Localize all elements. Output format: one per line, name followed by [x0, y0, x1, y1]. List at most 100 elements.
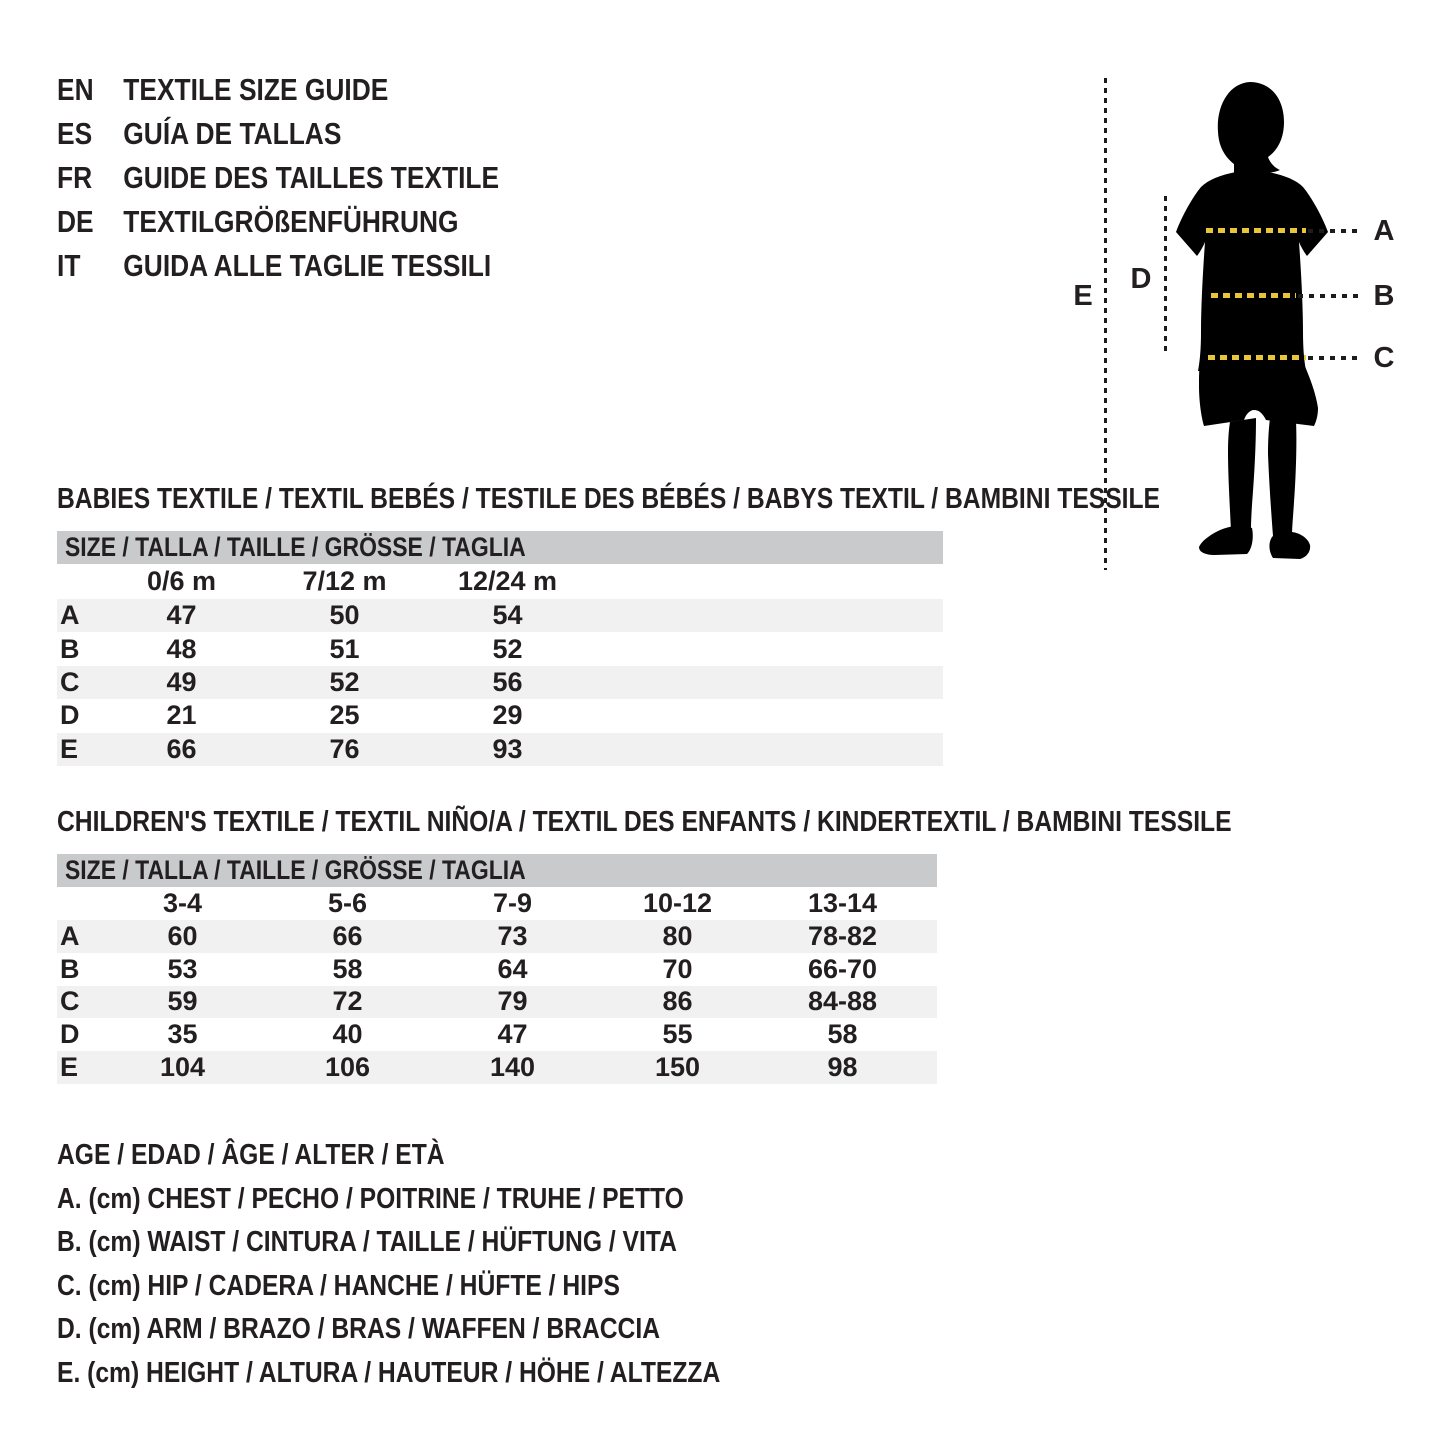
legend-arm-line: D. (cm) ARM / BRAZO / BRAS / WAFFEN / BR…: [57, 1313, 661, 1346]
cell: 78-82: [807, 920, 878, 951]
cell: 72: [332, 986, 363, 1017]
guide-title: TEXTILGRÖßENFÜHRUNG: [123, 204, 459, 239]
table-row: A 47 50 54: [57, 599, 943, 633]
cell: 55: [662, 1019, 693, 1050]
language-row-de: DE TEXTILGRÖßENFÜHRUNG: [57, 200, 577, 244]
language-code: FR: [57, 160, 93, 195]
cell: 64: [497, 953, 528, 984]
cell: 47: [166, 600, 197, 631]
size-header-bar: SIZE / TALLA / TAILLE / GRÖSSE / TAGLIA: [57, 854, 937, 887]
cell: 48: [166, 633, 197, 664]
legend-hip-line: C. (cm) HIP / CADERA / HANCHE / HÜFTE / …: [57, 1269, 620, 1302]
row-label: A: [60, 920, 80, 951]
table-row: A 60 66 73 80 78-82: [57, 920, 937, 953]
row-label: B: [60, 633, 80, 664]
cell: 106: [324, 1052, 371, 1083]
cell: 52: [492, 633, 523, 664]
cell: 84-88: [807, 986, 878, 1017]
row-label: C: [60, 666, 80, 697]
row-label: E: [60, 1052, 79, 1083]
chest-dot-line: [1308, 229, 1362, 233]
row-label: E: [60, 733, 79, 764]
children-section-title: CHILDREN'S TEXTILE / TEXTIL NIÑO/A / TEX…: [57, 806, 1232, 838]
cell: 150: [654, 1052, 701, 1083]
column-header: 0/6 m: [146, 566, 217, 596]
chest-label: A: [1373, 215, 1395, 247]
table-row: C 59 72 79 86 84-88: [57, 985, 937, 1019]
measurement-legend: AGE / EDAD / ÂGE / ALTER / ETÀ A. (cm) C…: [57, 1134, 837, 1395]
cell: 140: [489, 1052, 536, 1083]
cell: 73: [497, 920, 528, 951]
arm-measure-line: [1164, 196, 1167, 353]
legend-height-line: E. (cm) HEIGHT / ALTURA / HAUTEUR / HÖHE…: [57, 1356, 721, 1389]
row-label: B: [60, 953, 80, 984]
babies-size-table: SIZE / TALLA / TAILLE / GRÖSSE / TAGLIA …: [57, 531, 943, 766]
cell: 79: [497, 986, 528, 1017]
waist-label: B: [1373, 280, 1395, 312]
column-header: 10-12: [642, 888, 713, 918]
cell: 60: [167, 920, 198, 951]
arm-label: D: [1130, 263, 1152, 295]
cell: 52: [329, 666, 360, 697]
children-column-header-row: 3-4 5-6 7-9 10-12 13-14: [57, 887, 937, 920]
hip-dash-line: [1208, 355, 1306, 360]
cell: 54: [492, 600, 523, 631]
language-code: EN: [57, 72, 94, 107]
legend-age-line: AGE / EDAD / ÂGE / ALTER / ETÀ: [57, 1139, 445, 1172]
guide-title: GUÍA DE TALLAS: [123, 116, 342, 151]
cell: 35: [167, 1019, 198, 1050]
cell: 66-70: [807, 953, 878, 984]
child-silhouette: [1176, 82, 1328, 559]
height-label: E: [1073, 280, 1093, 312]
children-size-table: SIZE / TALLA / TAILLE / GRÖSSE / TAGLIA …: [57, 854, 937, 1084]
chest-dash-line: [1206, 228, 1306, 233]
cell: 66: [332, 920, 363, 951]
height-measure-line: [1104, 78, 1107, 570]
cell: 58: [332, 953, 363, 984]
cell: 98: [827, 1052, 858, 1083]
legend-waist-line: B. (cm) WAIST / CINTURA / TAILLE / HÜFTU…: [57, 1226, 677, 1259]
column-header: 3-4: [162, 888, 203, 918]
column-header: 7-9: [492, 888, 533, 918]
cell: 50: [329, 600, 360, 631]
column-header: 12/24 m: [457, 566, 558, 596]
guide-title: TEXTILE SIZE GUIDE: [123, 72, 389, 107]
cell: 53: [167, 953, 198, 984]
language-title-block: EN TEXTILE SIZE GUIDE ES GUÍA DE TALLAS FR…: [57, 68, 577, 288]
table-row: E 66 76 93: [57, 732, 943, 766]
table-row: C 49 52 56: [57, 665, 943, 700]
language-code: DE: [57, 204, 94, 239]
cell: 47: [497, 1019, 528, 1050]
waist-dash-line: [1211, 293, 1296, 298]
row-label: A: [60, 600, 80, 631]
cell: 66: [166, 733, 197, 764]
cell: 104: [159, 1052, 206, 1083]
row-label: D: [60, 1019, 80, 1050]
column-header: 13-14: [807, 888, 878, 918]
cell: 76: [329, 733, 360, 764]
table-row: B 48 51 52: [57, 632, 943, 665]
size-header-bar: SIZE / TALLA / TAILLE / GRÖSSE / TAGLIA: [57, 531, 943, 564]
cell: 51: [329, 633, 360, 664]
row-label: D: [60, 700, 80, 731]
guide-title: GUIDE DES TAILLES TEXTILE: [123, 160, 500, 195]
cell: 21: [166, 700, 197, 731]
cell: 40: [332, 1019, 363, 1050]
language-code: ES: [57, 116, 93, 151]
table-row: D 35 40 47 55 58: [57, 1018, 937, 1051]
cell: 25: [329, 700, 360, 731]
cell: 93: [492, 733, 523, 764]
cell: 56: [492, 666, 523, 697]
hip-label: C: [1373, 342, 1395, 374]
table-row: B 53 58 64 70 66-70: [57, 953, 937, 986]
language-row-en: EN TEXTILE SIZE GUIDE: [57, 68, 577, 112]
waist-dot-line: [1298, 294, 1360, 298]
babies-section-title: BABIES TEXTILE / TEXTIL BEBÉS / TESTILE …: [57, 483, 1161, 515]
babies-column-header-row: 0/6 m 7/12 m 12/24 m: [57, 564, 943, 599]
cell: 86: [662, 986, 693, 1017]
language-row-it: IT GUIDA ALLE TAGLIE TESSILI: [57, 244, 577, 288]
legend-chest-line: A. (cm) CHEST / PECHO / POITRINE / TRUHE…: [57, 1182, 684, 1215]
row-label: C: [60, 986, 80, 1017]
cell: 29: [492, 700, 523, 731]
